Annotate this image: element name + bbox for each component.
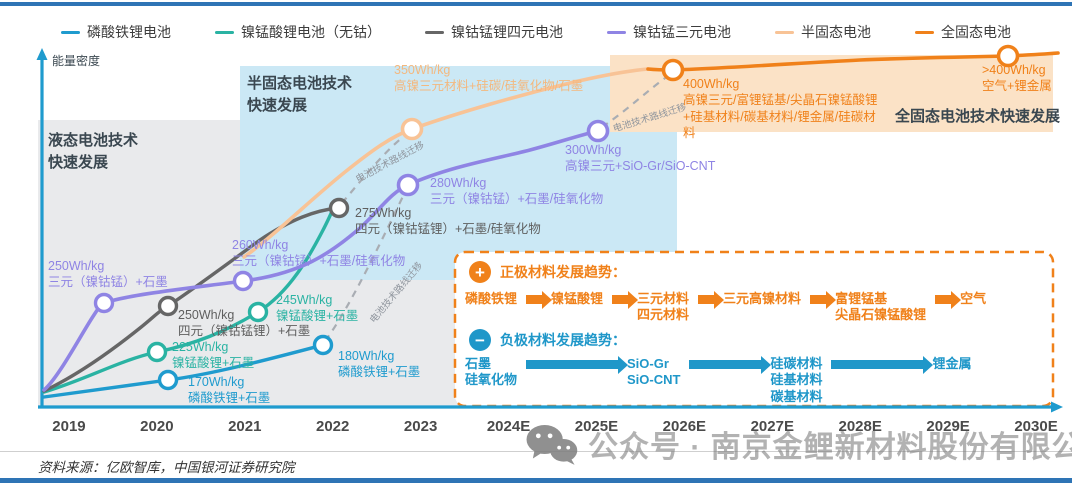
legend-item-quaternary: 镍钴锰锂四元电池: [425, 22, 563, 42]
x-tick: 2020: [140, 418, 174, 435]
x-tick: 2030E: [1014, 418, 1058, 435]
x-tick: 2021: [228, 418, 262, 435]
point-label-245: 245Wh/kg 镍锰酸锂+石墨: [276, 293, 359, 324]
point-label-250-ncm: 250Wh/kg 三元（镍钴锰）+石墨: [48, 259, 168, 290]
arrow-right-icon: [612, 290, 639, 309]
anode-trend-flow: 石墨 硅氧化物 SiO-Gr SiO-CNT 硅碳材料 硅基材料 碳基材料 锂金…: [465, 355, 1045, 405]
cathode-step: 三元材料 四元材料: [637, 291, 690, 323]
point-label-225: 225Wh/kg 镍锰酸锂+石墨: [172, 340, 255, 371]
point-label-260: 260Wh/kg 三元（镍钴锰）+石墨/硅氧化物: [232, 238, 406, 269]
legend-dash-icon: [775, 30, 794, 34]
region-label-liquid: 液态电池技术 快速发展: [48, 132, 139, 171]
point-label-250-quaternary: 250Wh/kg 四元（镍钴锰锂）+石墨: [178, 308, 311, 339]
cathode-trend-header: + 正极材料发展趋势：: [469, 261, 626, 283]
anode-step: SiO-Gr SiO-CNT: [627, 356, 681, 388]
legend-dash-icon: [607, 30, 626, 34]
footer-divider: [0, 451, 1072, 452]
point-label-280: 280Wh/kg 三元（镍钴锰）+石墨/硅氧化物: [430, 176, 604, 207]
legend-item-lfp: 磷酸铁锂电池: [61, 22, 171, 42]
arrow-right-icon: [810, 290, 837, 309]
point-label-400: 400Wh/kg 高镍三元/富锂锰基/尖晶石镍锰酸锂+硅基材料/碳基材料/锂金属…: [683, 77, 878, 140]
point-label-300: 300Wh/kg 高镍三元+SiO-Gr/SiO-CNT: [565, 143, 716, 174]
x-tick: 2026E: [662, 418, 707, 435]
legend-item-lnmo: 镍锰酸锂电池（无钴）: [215, 22, 381, 42]
curve-ncm: [42, 129, 600, 392]
data-point-markers: [93, 44, 1020, 391]
anode-step: 锂金属: [932, 356, 972, 371]
region-label-semi-solid: 半固态电池技术 快速发展: [247, 75, 353, 114]
point-label-350: 350Wh/kg 高镍三元材料+硅碳/硅氧化物/石墨: [394, 63, 584, 94]
legend-label: 磷酸铁锂电池: [87, 24, 171, 40]
bottom-border-line: [0, 478, 1072, 483]
cathode-step: 富锂锰基 尖晶石镍锰酸锂: [835, 291, 927, 323]
x-tick: 2019: [52, 418, 86, 435]
anode-trend-title: 负极材料发展趋势：: [500, 332, 626, 348]
point-label-180: 180Wh/kg 磷酸铁锂+石墨: [338, 349, 421, 380]
arrow-right-icon: [935, 290, 962, 309]
anode-step: 石墨 硅氧化物: [465, 356, 518, 388]
legend-item-semi-solid: 半固态电池: [775, 22, 871, 42]
legend-dash-icon: [215, 30, 234, 34]
arrow-right-icon: [689, 355, 772, 374]
y-axis-label: 能量密度: [52, 54, 101, 68]
arrow-right-icon: [831, 355, 934, 374]
axes: [36, 48, 1063, 413]
legend-label: 半固态电池: [801, 24, 871, 40]
cathode-step: 磷酸铁锂: [465, 291, 518, 306]
legend-item-ncm: 镍钴锰三元电池: [607, 22, 731, 42]
x-tick: 2024E: [486, 418, 531, 435]
x-tick: 2029E: [926, 418, 970, 435]
plus-icon: +: [469, 261, 491, 283]
anode-step: 硅碳材料 硅基材料 碳基材料: [770, 356, 823, 404]
arrow-right-icon: [698, 290, 725, 309]
arrow-right-icon: [526, 355, 629, 374]
anode-trend-header: − 负极材料发展趋势：: [469, 329, 626, 351]
legend-dash-icon: [425, 30, 444, 34]
arrow-right-icon: [526, 290, 553, 309]
legend-dash-icon: [61, 30, 80, 34]
point-label-275: 275Wh/kg 四元（镍钴锰锂）+石墨/硅氧化物: [355, 206, 541, 237]
region-label-all-solid: 全固态电池技术快速发展: [895, 108, 1061, 125]
x-tick: 2025E: [574, 418, 619, 435]
cathode-trend-flow: 磷酸铁锂 镍锰酸锂 三元材料 四元材料 三元高镍材料 富锂锰基 尖晶石镍锰酸锂 …: [465, 290, 1045, 324]
x-tick: 2023: [403, 418, 438, 435]
x-axis-ticks: 2019 2020 2021 2022 2023 2024E 2025E 202…: [25, 418, 1072, 435]
minus-icon: −: [469, 329, 491, 351]
cathode-step: 空气: [960, 291, 987, 306]
top-border-line: [0, 2, 1072, 6]
legend-item-all-solid: 全固态电池: [915, 22, 1011, 42]
cathode-step: 三元高镍材料: [723, 291, 802, 306]
chart-legend: 磷酸铁锂电池 镍锰酸锂电池（无钴） 镍钴锰锂四元电池 镍钴锰三元电池 半固态电池…: [0, 22, 1072, 42]
cathode-trend-title: 正极材料发展趋势：: [500, 264, 626, 280]
legend-dash-icon: [915, 30, 934, 34]
x-tick: 2022: [316, 418, 350, 435]
x-tick: 2028E: [838, 418, 882, 435]
migration-dashed-lines: [324, 75, 669, 342]
point-label-400plus: >400Wh/kg 空气+锂金属: [982, 63, 1052, 94]
region-semi-solid: [240, 66, 677, 280]
source-note: 资料来源：亿欧智库，中国银河证券研究院: [38, 460, 295, 475]
legend-label: 镍锰酸锂电池（无钴）: [241, 24, 381, 40]
legend-label: 全固态电池: [941, 24, 1011, 40]
cathode-step: 镍锰酸锂: [551, 291, 604, 306]
legend-label: 镍钴锰锂四元电池: [451, 24, 563, 40]
point-label-170: 170Wh/kg 磷酸铁锂+石墨: [188, 375, 271, 406]
legend-label: 镍钴锰三元电池: [633, 24, 731, 40]
x-tick: 2027E: [750, 418, 794, 435]
